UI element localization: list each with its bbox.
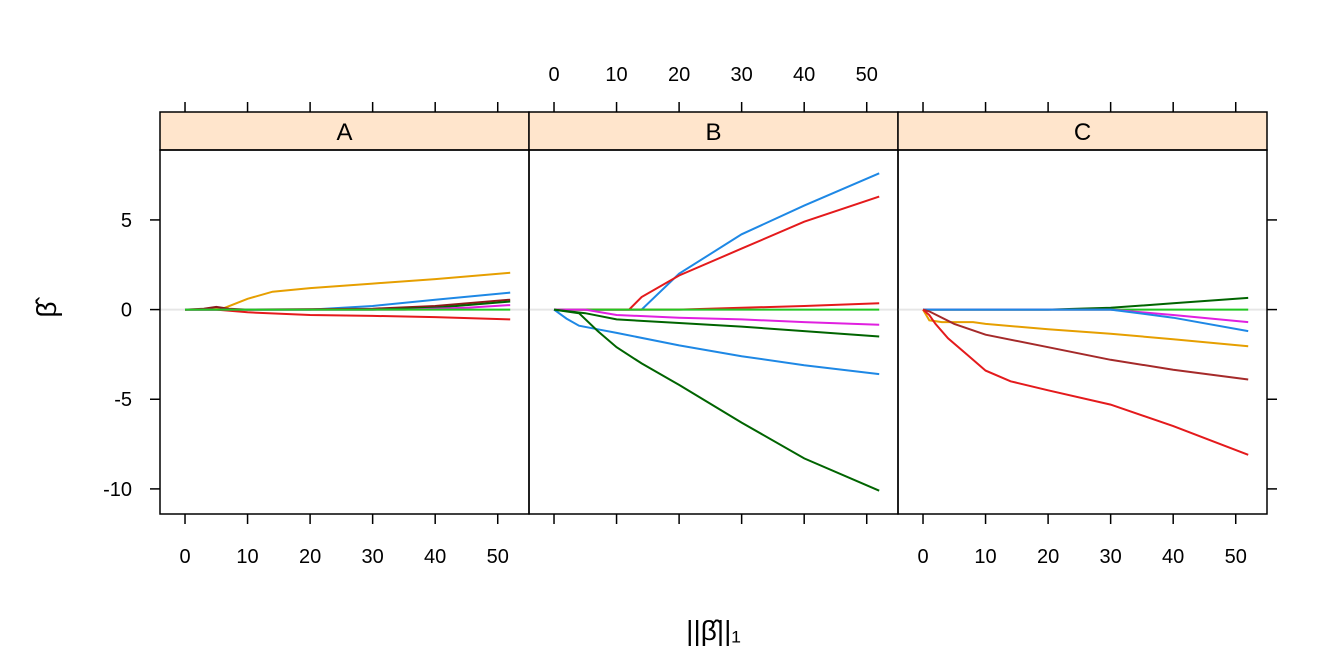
panel-a: A 0 10 20 30 40 50 bbox=[159, 102, 530, 568]
x-tick-label: 50 bbox=[856, 64, 878, 86]
x-axis-title: ||β̂||₁ bbox=[686, 615, 741, 646]
x-tick-label: 50 bbox=[487, 546, 509, 568]
series-line bbox=[922, 309, 1249, 348]
series-line bbox=[185, 308, 511, 321]
series-line bbox=[923, 308, 1249, 324]
series-line bbox=[922, 308, 1249, 456]
y-tick-label: -5 bbox=[114, 389, 132, 411]
series-line bbox=[553, 308, 880, 492]
x-tick-label: 0 bbox=[917, 546, 928, 568]
x-tick-label: 40 bbox=[424, 546, 446, 568]
y-tick-label: 5 bbox=[121, 210, 132, 232]
x-tick-label: 20 bbox=[1037, 546, 1059, 568]
strip-background bbox=[898, 112, 1267, 150]
series-line bbox=[923, 308, 1249, 333]
panel-c: C 0 10 20 30 40 50 bbox=[897, 102, 1268, 568]
strip-label: A bbox=[336, 119, 352, 146]
series-line bbox=[554, 195, 880, 311]
y-axis-title: β̂ bbox=[31, 297, 62, 318]
x-tick-label: 30 bbox=[362, 546, 384, 568]
x-tick-label: 30 bbox=[1100, 546, 1122, 568]
panel-border bbox=[159, 149, 530, 515]
x-tick-label: 10 bbox=[974, 546, 996, 568]
x-tick-label: 50 bbox=[1225, 546, 1247, 568]
x-tick-label: 0 bbox=[548, 64, 559, 86]
strip-label: B bbox=[705, 119, 721, 146]
x-tick-label: 40 bbox=[793, 64, 815, 86]
x-tick-label: 10 bbox=[605, 64, 627, 86]
x-tick-label: 20 bbox=[299, 546, 321, 568]
x-tick-label: 40 bbox=[1162, 546, 1184, 568]
x-tick-label: 30 bbox=[731, 64, 753, 86]
panel-border bbox=[897, 149, 1268, 515]
series-line bbox=[922, 308, 1249, 381]
strip-label: C bbox=[1074, 119, 1091, 146]
y-tick-label: 0 bbox=[121, 300, 132, 322]
series-line bbox=[554, 172, 880, 311]
series-line bbox=[184, 271, 511, 311]
series-line bbox=[553, 308, 880, 338]
series-line bbox=[923, 296, 1249, 311]
panel-b: B 0 10 20 30 40 50 bbox=[528, 64, 899, 524]
strip-background bbox=[160, 112, 529, 150]
series-line bbox=[554, 308, 880, 326]
x-tick-label: 20 bbox=[668, 64, 690, 86]
y-tick-label: -10 bbox=[103, 479, 132, 501]
x-tick-label: 0 bbox=[179, 546, 190, 568]
strip-background bbox=[529, 112, 898, 150]
x-tick-label: 10 bbox=[236, 546, 258, 568]
panel-border bbox=[528, 149, 899, 515]
series-line bbox=[553, 308, 880, 376]
